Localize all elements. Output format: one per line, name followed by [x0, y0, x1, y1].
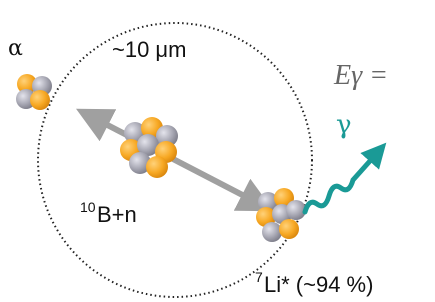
boron-nucleus — [120, 117, 178, 178]
diagram: α ~10 μm Eγ = γ 10 B+n 7 Li* (~94 %) — [0, 0, 435, 302]
gamma-wave — [305, 152, 378, 212]
size-label: ~10 μm — [112, 37, 186, 62]
reactant-superscript: 10 — [80, 199, 96, 215]
lithium-nucleus — [256, 188, 306, 242]
energy-label: Eγ = — [333, 60, 388, 91]
alpha-nucleus — [16, 74, 52, 110]
alpha-label: α — [8, 36, 23, 61]
gamma-label: γ — [336, 110, 352, 140]
product-label: Li* (~94 %) — [264, 272, 373, 297]
reactant-label: B+n — [97, 202, 137, 227]
product-superscript: 7 — [255, 269, 263, 285]
